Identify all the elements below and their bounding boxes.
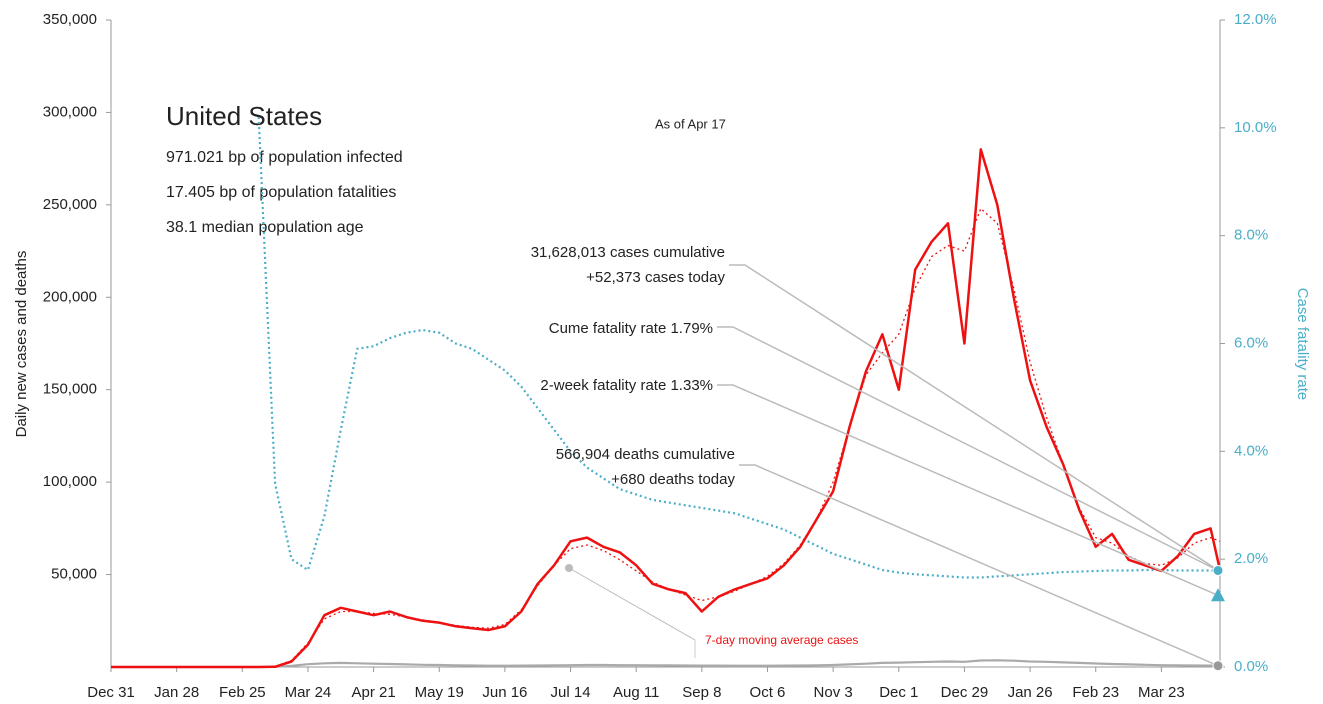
x-tick-label: Jul 14 [551,684,591,701]
annotation-leader [717,326,1219,572]
subtitle: 38.1 median population age [166,219,364,236]
y-tick-label: 250,000 [43,196,97,213]
y2-tick-label: 8.0% [1234,227,1268,244]
annotation-marker [1212,564,1224,576]
y-axis-label: Daily new cases and deaths [13,251,30,438]
subtitle: 971.021 bp of population infected [166,149,403,166]
series-line [111,148,1222,669]
x-tick-label: Mar 24 [285,684,332,701]
x-tick-label: Dec 31 [87,684,135,701]
annotation-leader [717,384,1219,596]
y2-tick-label: 12.0% [1234,11,1277,28]
x-tick-label: Jan 26 [1008,684,1053,701]
y2-tick-label: 6.0% [1234,334,1268,351]
y2-tick-label: 10.0% [1234,119,1277,136]
y2-tick-label: 0.0% [1234,658,1268,675]
series-line [111,659,1221,669]
annotation-leader [729,264,1219,571]
x-tick-label: Jun 16 [482,684,527,701]
y-tick-label: 200,000 [43,288,97,305]
y2-axis-label: Case fatality rate [1294,288,1311,401]
as-of: As of Apr 17 [655,116,726,131]
y-tick-label: 150,000 [43,381,97,398]
annotation-text: +680 deaths today [611,471,735,488]
annotation-text: 31,628,013 cases cumulative [531,244,725,261]
y2-tick-label: 4.0% [1234,442,1268,459]
annotation-marker [1212,660,1224,672]
x-tick-label: Apr 21 [351,684,395,701]
x-tick-label: Dec 1 [879,684,918,701]
x-tick-label: Oct 6 [750,684,786,701]
y-tick-label: 100,000 [43,473,97,490]
x-tick-label: Jan 28 [154,684,199,701]
annotation-leader [739,464,1219,667]
series-line [257,117,1220,579]
y-tick-label: 50,000 [51,566,97,583]
callout-dot [565,564,573,572]
annotation-text: 2-week fatality rate 1.33% [540,377,713,394]
x-tick-label: Aug 11 [613,684,659,701]
y2-tick-label: 2.0% [1234,550,1268,567]
x-tick-label: May 19 [415,684,464,701]
series-line [111,207,1221,668]
chart-title: United States [166,101,322,131]
x-tick-label: Nov 3 [814,684,853,701]
annotation-text: Cume fatality rate 1.79% [549,320,713,337]
y-tick-label: 350,000 [43,11,97,28]
x-tick-label: Dec 29 [941,684,989,701]
annotation-text: 566,904 deaths cumulative [556,446,735,463]
callout-leader [568,567,696,641]
x-tick-label: Mar 23 [1138,684,1185,701]
y-tick-label: 300,000 [43,103,97,120]
annotation-marker [1211,588,1225,602]
x-tick-label: Feb 23 [1072,684,1119,701]
annotation-text: +52,373 cases today [586,269,725,286]
x-tick-label: Sep 8 [682,684,721,701]
series-label: 7-day moving average cases [705,633,858,647]
x-tick-label: Feb 25 [219,684,266,701]
subtitle: 17.405 bp of population fatalities [166,184,396,201]
